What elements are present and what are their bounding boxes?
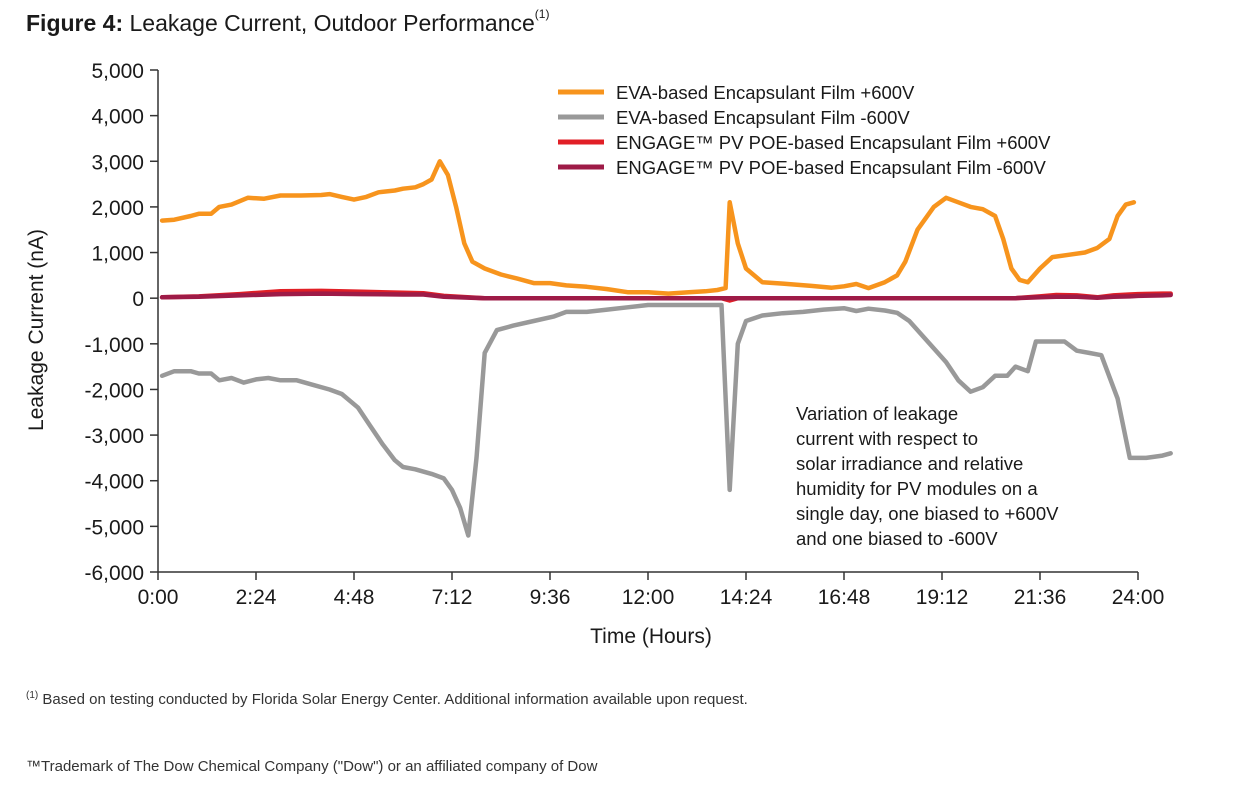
- x-tick-label: 2:24: [236, 586, 277, 609]
- series-line-4: [159, 291, 1173, 301]
- x-tick-label: 12:00: [622, 586, 675, 609]
- x-tick-label: 21:36: [1014, 586, 1067, 609]
- y-tick-label: 0: [132, 288, 144, 311]
- y-tick-label: -6,000: [84, 562, 144, 585]
- y-tick-label: -3,000: [84, 425, 144, 448]
- x-tick-label: 16:48: [818, 586, 871, 609]
- x-tick-label: 0:00: [138, 586, 179, 609]
- legend-label-2: EVA-based Encapsulant Film -600V: [616, 107, 910, 128]
- y-tick-label: 5,000: [91, 60, 144, 83]
- legend-label-1: EVA-based Encapsulant Film +600V: [616, 82, 915, 103]
- series-line-2: [159, 302, 1173, 538]
- annotation-line: single day, one biased to +600V: [796, 503, 1059, 524]
- annotation-line: current with respect to: [796, 428, 978, 449]
- x-tick-label: 4:48: [334, 586, 375, 609]
- y-tick-label: 3,000: [91, 151, 144, 174]
- leakage-current-chart: 5,000 4,000 3,000 2,000 1,000 0 -1,000 -2,000 -3…: [25, 60, 1173, 648]
- figure-title-ref: (1): [534, 7, 550, 22]
- x-tick-label: 9:36: [530, 586, 571, 609]
- y-tick-label: 2,000: [91, 197, 144, 220]
- figure-label: Figure 4:: [26, 10, 124, 36]
- annotation-line: solar irradiance and relative: [796, 453, 1023, 474]
- x-tick-label: 24:00: [1112, 586, 1165, 609]
- legend-label-3: ENGAGE™ PV POE-based Encapsulant Film +6…: [616, 132, 1051, 153]
- chart-annotation: Variation of leakage current with respect…: [796, 403, 1059, 549]
- y-axis-ticks: 5,000 4,000 3,000 2,000 1,000 0 -1,000 -2,000 -3…: [84, 60, 158, 585]
- y-tick-label: 4,000: [91, 106, 144, 129]
- series-line-1: [159, 159, 1137, 296]
- trademark-footnote: ™Trademark of The Dow Chemical Company (…: [26, 758, 598, 775]
- legend-label-4: ENGAGE™ PV POE-based Encapsulant Film -6…: [616, 157, 1046, 178]
- x-axis-label: Time (Hours): [590, 625, 712, 648]
- y-axis-label: Leakage Current (nA): [25, 229, 48, 431]
- x-tick-label: 19:12: [916, 586, 969, 609]
- y-tick-label: -1,000: [84, 334, 144, 357]
- x-tick-label: 14:24: [720, 586, 773, 609]
- annotation-line: humidity for PV modules on a: [796, 478, 1038, 499]
- x-axis-ticks: 0:00 2:24 4:48 7:12 9:36 12:00 14:24 16:48 19:12…: [138, 572, 1165, 609]
- y-tick-label: 1,000: [91, 243, 144, 266]
- annotation-line: and one biased to -600V: [796, 528, 998, 549]
- footnote-source-text: Based on testing conducted by Florida So…: [38, 691, 748, 708]
- y-tick-label: -5,000: [84, 516, 144, 539]
- y-tick-label: -4,000: [84, 471, 144, 494]
- y-tick-label: -2,000: [84, 379, 144, 402]
- legend: EVA-based Encapsulant Film +600V EVA-base…: [558, 82, 1051, 178]
- footnote-ref-mark: (1): [26, 690, 39, 701]
- source-footnote: (1) Based on testing conducted by Florid…: [26, 690, 748, 708]
- annotation-line: Variation of leakage: [796, 403, 958, 424]
- figure-title: Figure 4: Leakage Current, Outdoor Perfo…: [26, 7, 550, 37]
- series-lines: [159, 159, 1173, 538]
- x-tick-label: 7:12: [432, 586, 473, 609]
- figure-title-text: Leakage Current, Outdoor Performance: [129, 10, 535, 36]
